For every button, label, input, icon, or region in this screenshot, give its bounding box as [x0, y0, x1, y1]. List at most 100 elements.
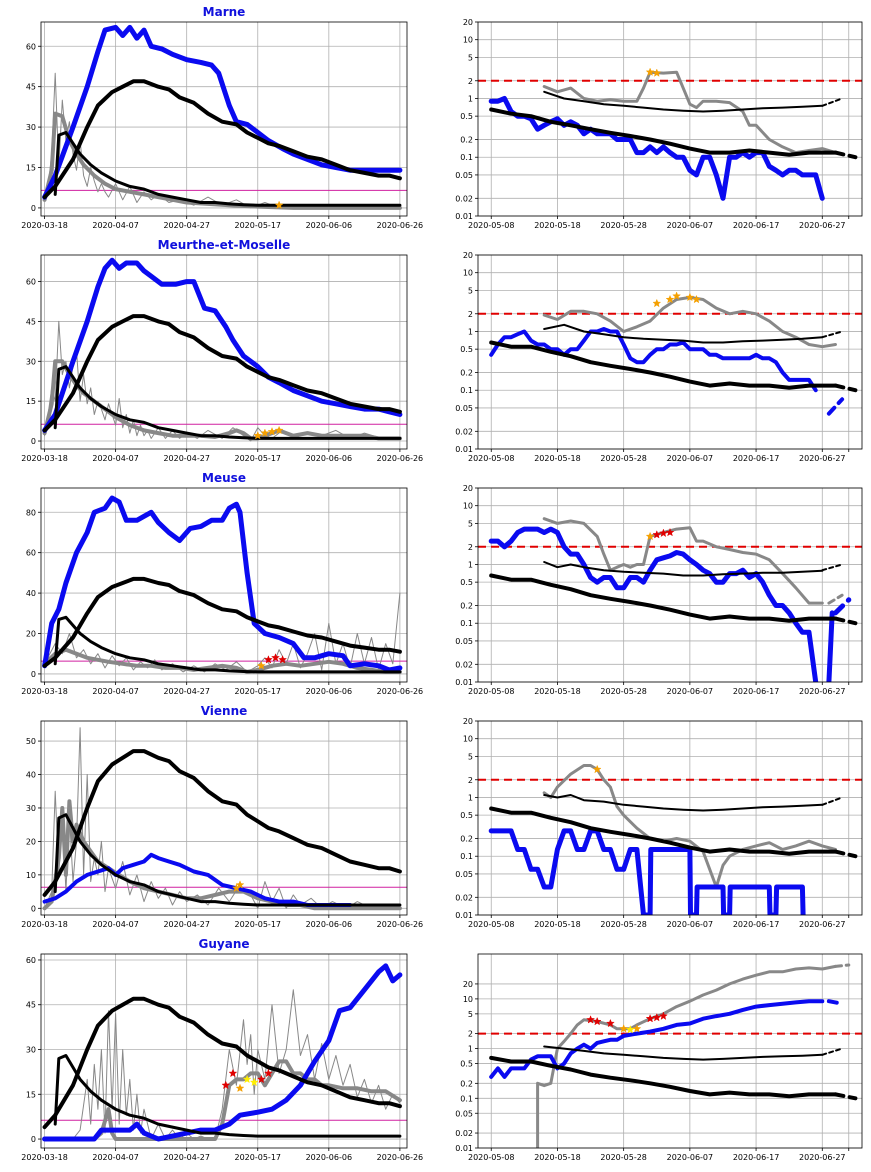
x-tick-label: 2020-05-17	[235, 221, 282, 230]
x-tick-label: 2020-06-07	[667, 920, 714, 929]
x-tick-label: 2020-06-06	[306, 1153, 353, 1162]
star-marker	[235, 880, 245, 889]
x-tick-label: 2020-06-27	[799, 1153, 846, 1162]
y-tick-label: 2	[468, 543, 473, 552]
x-tick-label: 2020-05-28	[600, 221, 647, 230]
series-line-black	[821, 1047, 844, 1056]
y-tick-label: 0.2	[460, 136, 473, 145]
x-tick-label: 2020-06-07	[667, 221, 714, 230]
series-line-black	[821, 563, 844, 572]
x-tick-label: 2020-03-18	[21, 454, 68, 463]
x-tick-label: 2020-06-17	[733, 454, 780, 463]
chart-panel-1: 0 15 30 45 60 2020-03-18 2020-04-07 2020-04-27 2…	[21, 5, 423, 230]
x-tick-label: 2020-06-26	[377, 1153, 424, 1162]
x-tick-label: 2020-05-17	[235, 687, 282, 696]
star-marker	[672, 291, 682, 300]
x-tick-label: 2020-04-07	[92, 687, 139, 696]
x-tick-label: 2020-05-18	[534, 920, 581, 929]
x-tick-label: 2020-05-18	[534, 454, 581, 463]
x-tick-label: 2020-04-07	[92, 454, 139, 463]
x-tick-label: 2020-03-18	[21, 687, 68, 696]
y-tick-label: 30	[26, 804, 36, 813]
chart-panel-5: 0 20 40 60 80 2020-03-18 2020-04-07 2020-04-27 2…	[21, 471, 423, 696]
x-tick-label: 2020-04-27	[163, 687, 210, 696]
series-line-black	[821, 796, 844, 806]
chart-panel-4: 0.01 0.02 0.05 0.1 0.2 0.5 1 2 5 10 20 2020-05-08 20…	[455, 251, 863, 463]
series-line-blue	[826, 610, 835, 682]
star-marker	[274, 200, 284, 210]
series-line-black	[833, 1092, 858, 1101]
plot-area	[41, 24, 407, 210]
y-tick-label: 20	[463, 980, 473, 989]
x-tick-label: 2020-05-18	[534, 221, 581, 230]
y-tick-label: 60	[26, 956, 36, 965]
series-line-black	[489, 573, 838, 623]
x-tick-label: 2020-04-27	[163, 454, 210, 463]
x-tick-label: 2020-06-06	[306, 221, 353, 230]
x-tick-label: 2020-06-26	[377, 687, 424, 696]
series-line-black	[42, 314, 402, 433]
y-tick-label: 0.5	[460, 578, 473, 587]
x-tick-label: 2020-05-08	[468, 687, 515, 696]
star-marker	[256, 661, 266, 670]
x-tick-label: 2020-04-07	[92, 920, 139, 929]
series-line-blue	[489, 327, 818, 393]
plot-area	[478, 963, 862, 1148]
chart-title: Vienne	[201, 704, 248, 718]
series-line-gray	[42, 647, 402, 674]
star-marker	[658, 1011, 668, 1020]
y-tick-label: 20	[463, 18, 473, 27]
y-tick-label: 20	[463, 484, 473, 493]
y-tick-label: 0.2	[460, 1079, 473, 1088]
star-marker	[242, 1074, 252, 1084]
y-tick-label: 0.1	[460, 1094, 473, 1103]
series-line-gray	[42, 111, 402, 210]
chart-panel-10: 0.01 0.02 0.05 0.1 0.2 0.5 1 2 5 10 20 2020-05-08 20…	[455, 953, 863, 1162]
star-marker	[267, 426, 277, 436]
series-line-black	[833, 849, 858, 859]
series-line-gray	[42, 799, 402, 911]
series-line-gray	[42, 1059, 402, 1141]
series-line-blue	[488, 526, 819, 682]
plot-area	[478, 517, 862, 682]
x-tick-label: 2020-04-07	[92, 221, 139, 230]
y-tick-label: 10	[26, 871, 36, 880]
star-marker	[652, 68, 662, 77]
y-tick-label: 20	[463, 251, 473, 260]
y-tick-label: 20	[26, 837, 36, 846]
series-line-blue	[488, 96, 825, 201]
star-marker	[249, 1077, 259, 1087]
star-marker	[274, 425, 284, 435]
series-line-gray	[834, 963, 851, 968]
y-tick-label: 60	[26, 42, 36, 51]
y-tick-label: 30	[26, 357, 36, 366]
x-tick-label: 2020-04-07	[92, 1153, 139, 1162]
plot-area	[41, 727, 407, 911]
star-marker	[592, 764, 602, 774]
star-marker	[692, 294, 701, 304]
star-marker	[605, 1018, 615, 1028]
axes-frame	[477, 953, 863, 1149]
series-line-blue	[42, 257, 403, 433]
y-tick-label: 0.05	[455, 1109, 473, 1118]
y-tick-label: 0.02	[455, 427, 473, 436]
y-tick-label: 0	[31, 904, 36, 913]
x-tick-label: 2020-04-27	[163, 221, 210, 230]
x-tick-label: 2020-06-27	[799, 920, 846, 929]
plot-area	[478, 291, 862, 416]
x-tick-label: 2020-05-08	[468, 221, 515, 230]
star-marker	[586, 1015, 596, 1024]
y-tick-label: 0	[31, 670, 36, 679]
plot-area	[41, 963, 407, 1142]
series-line-black	[53, 365, 402, 440]
y-tick-label: 0.2	[460, 602, 473, 611]
series-line-black	[489, 806, 838, 856]
y-tick-label: 0.2	[460, 835, 473, 844]
y-tick-label: 0.05	[455, 870, 473, 879]
series-line-black	[489, 340, 838, 390]
x-tick-label: 2020-06-27	[799, 454, 846, 463]
series-line-black	[42, 749, 402, 897]
y-tick-label: 1	[468, 793, 473, 802]
axes-frame	[477, 254, 863, 450]
chart-title: Marne	[203, 5, 246, 19]
